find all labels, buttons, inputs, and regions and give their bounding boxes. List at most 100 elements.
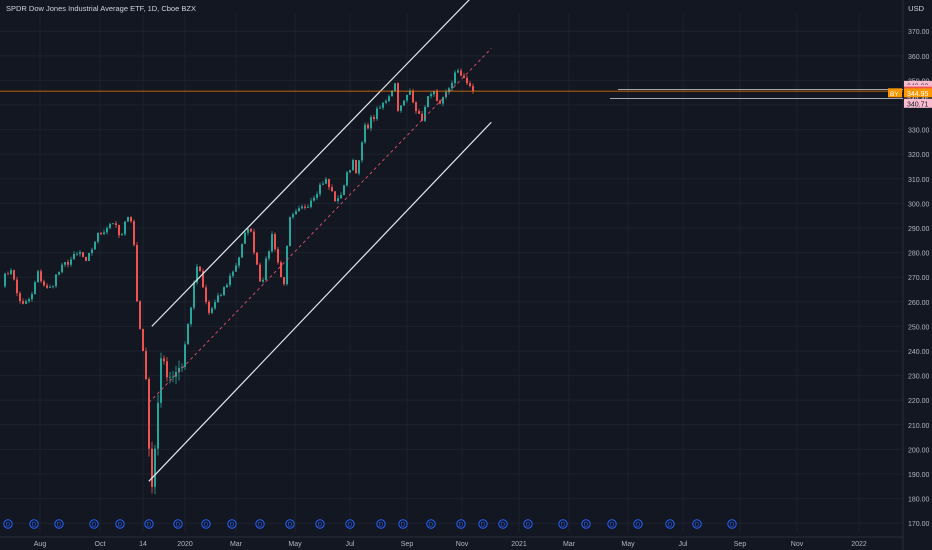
candle-body xyxy=(64,262,66,265)
candle-body xyxy=(178,367,180,373)
candle-body xyxy=(283,277,285,285)
candle-body xyxy=(73,253,75,260)
candle-body xyxy=(118,225,120,236)
candle-body xyxy=(55,274,57,287)
candle-body xyxy=(310,200,312,207)
candle-body xyxy=(181,367,183,368)
y-tick-label: 200.00 xyxy=(908,447,930,454)
price-label: 340.71 xyxy=(907,101,929,108)
candle-body xyxy=(22,301,24,304)
candle-body xyxy=(217,295,219,303)
candle-body xyxy=(367,124,369,129)
candle-body xyxy=(94,241,96,250)
candle-body xyxy=(163,358,165,362)
candle-body xyxy=(241,243,243,258)
dividend-marker xyxy=(315,519,325,529)
candle-body xyxy=(322,183,324,185)
candle-body xyxy=(10,270,12,274)
candle-body xyxy=(469,83,471,86)
dividend-marker xyxy=(54,519,64,529)
candle-body xyxy=(259,264,261,282)
candle-body xyxy=(388,96,390,102)
candle-body xyxy=(277,249,279,263)
y-tick-label: 270.00 xyxy=(908,275,930,282)
dividend-marker-label: D xyxy=(584,523,589,529)
dividend-marker xyxy=(255,519,265,529)
candle-body xyxy=(451,83,453,89)
dividend-marker-label: D xyxy=(379,523,384,529)
x-tick-label: Oct xyxy=(95,541,106,548)
dividend-marker xyxy=(426,519,436,529)
candle-body xyxy=(133,221,135,246)
candle-body xyxy=(208,301,210,313)
dividend-marker xyxy=(692,519,702,529)
dividend-marker-label: D xyxy=(176,523,181,529)
y-tick-label: 230.00 xyxy=(908,374,930,381)
candle-body xyxy=(244,232,246,244)
dividend-marker xyxy=(115,519,125,529)
candle-body xyxy=(343,185,345,196)
candle-body xyxy=(364,124,366,143)
chart-title: SPDR Dow Jones Industrial Average ETF, 1… xyxy=(6,4,196,13)
x-tick-label: May xyxy=(621,541,635,548)
dividend-marker xyxy=(498,519,508,529)
candle-body xyxy=(166,361,168,378)
dividend-marker-label: D xyxy=(668,523,673,529)
dividend-marker xyxy=(29,519,39,529)
candle-body xyxy=(235,265,237,272)
candle-body xyxy=(256,252,258,265)
candle-body xyxy=(67,262,69,265)
candle-body xyxy=(100,232,102,234)
x-tick-label: Mar xyxy=(563,541,576,548)
y-tick-label: 180.00 xyxy=(908,497,930,504)
candle-body xyxy=(247,228,249,233)
candle-body xyxy=(262,279,264,282)
dividend-marker-label: D xyxy=(501,523,506,529)
candle-body xyxy=(313,197,315,201)
dividend-marker-label: D xyxy=(204,523,209,529)
candle-body xyxy=(472,85,474,92)
dividend-marker-label: D xyxy=(610,523,615,529)
y-tick-label: 280.00 xyxy=(908,251,930,258)
candle-body xyxy=(421,113,423,121)
dividend-marker xyxy=(478,519,488,529)
candle-body xyxy=(97,232,99,242)
price-label: 344.95 xyxy=(907,91,929,98)
dividend-marker-label: D xyxy=(92,523,97,529)
candle-body xyxy=(268,251,270,259)
dividend-marker xyxy=(345,519,355,529)
dividend-marker xyxy=(144,519,154,529)
dividend-marker xyxy=(456,519,466,529)
candle-body xyxy=(121,234,123,236)
dividend-marker-label: D xyxy=(459,523,464,529)
candle-body xyxy=(187,324,189,345)
candle-body xyxy=(427,96,429,108)
candle-body xyxy=(115,223,117,226)
candle-body xyxy=(307,206,309,208)
dividend-marker xyxy=(558,519,568,529)
dividend-marker xyxy=(285,519,295,529)
candle-body xyxy=(382,102,384,108)
candle-body xyxy=(46,285,48,288)
y-tick-label: 320.00 xyxy=(908,152,930,159)
candle-body xyxy=(403,100,405,106)
candle-body xyxy=(460,70,462,76)
dividend-marker xyxy=(665,519,675,529)
x-tick-label: 2021 xyxy=(511,541,527,548)
candle-body xyxy=(376,108,378,119)
candle-body xyxy=(457,70,459,73)
candle-body xyxy=(454,72,456,84)
candle-body xyxy=(145,351,147,380)
candle-body xyxy=(103,232,105,234)
y-tick-label: 210.00 xyxy=(908,423,930,430)
y-tick-label: 250.00 xyxy=(908,324,930,331)
channel-midline xyxy=(148,48,492,403)
candle-body xyxy=(253,231,255,253)
candle-body xyxy=(70,259,72,265)
candles-group xyxy=(4,68,474,495)
candle-body xyxy=(58,272,60,275)
candle-body xyxy=(349,170,351,173)
candle-body xyxy=(124,221,126,235)
candle-body xyxy=(172,376,174,378)
